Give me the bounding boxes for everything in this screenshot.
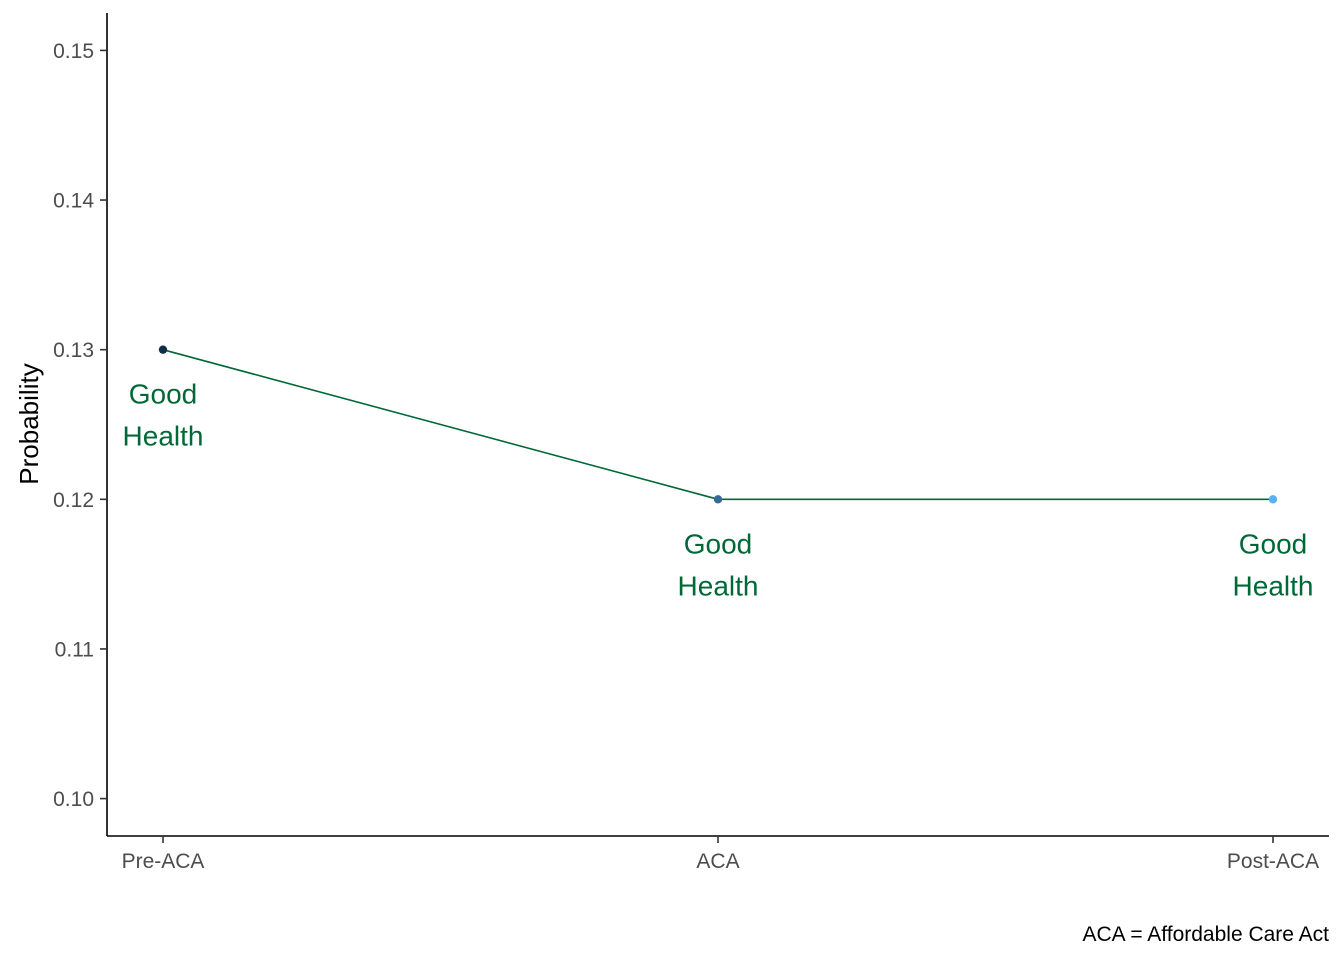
x-axis: Pre-ACA ACA Post-ACA bbox=[107, 835, 1329, 873]
series-line-segment bbox=[162, 348, 719, 501]
data-point bbox=[158, 345, 168, 354]
x-tick-label: ACA bbox=[696, 850, 739, 873]
y-tick-label: 0.13 bbox=[53, 339, 94, 362]
data-label-line: Good bbox=[1239, 528, 1308, 559]
plot-area: Good Health Good Health Good Health bbox=[123, 345, 1314, 601]
data-label-line: Good bbox=[129, 379, 198, 410]
data-label-line: Health bbox=[123, 421, 204, 452]
y-tick-label: 0.14 bbox=[53, 190, 94, 213]
data-label: Good Health bbox=[678, 528, 759, 601]
data-label: Good Health bbox=[123, 379, 204, 452]
y-tick-label: 0.12 bbox=[53, 489, 94, 512]
data-label-line: Health bbox=[1233, 570, 1314, 601]
chart-caption: ACA = Affordable Care Act bbox=[1082, 923, 1329, 946]
y-axis: 0.10 0.11 0.12 0.13 0.14 0.15 bbox=[53, 13, 108, 836]
y-tick-label: 0.15 bbox=[53, 40, 94, 63]
data-point bbox=[713, 495, 723, 504]
x-tick-label: Pre-ACA bbox=[122, 850, 205, 873]
x-tick-label: Post-ACA bbox=[1227, 850, 1319, 873]
data-label: Good Health bbox=[1233, 528, 1314, 601]
y-tick-label: 0.11 bbox=[55, 638, 94, 661]
data-label-line: Good bbox=[684, 528, 753, 559]
y-tick-label: 0.10 bbox=[53, 788, 94, 811]
y-axis-title: Probability bbox=[14, 363, 44, 484]
data-label-line: Health bbox=[678, 570, 759, 601]
data-point bbox=[1268, 495, 1278, 504]
